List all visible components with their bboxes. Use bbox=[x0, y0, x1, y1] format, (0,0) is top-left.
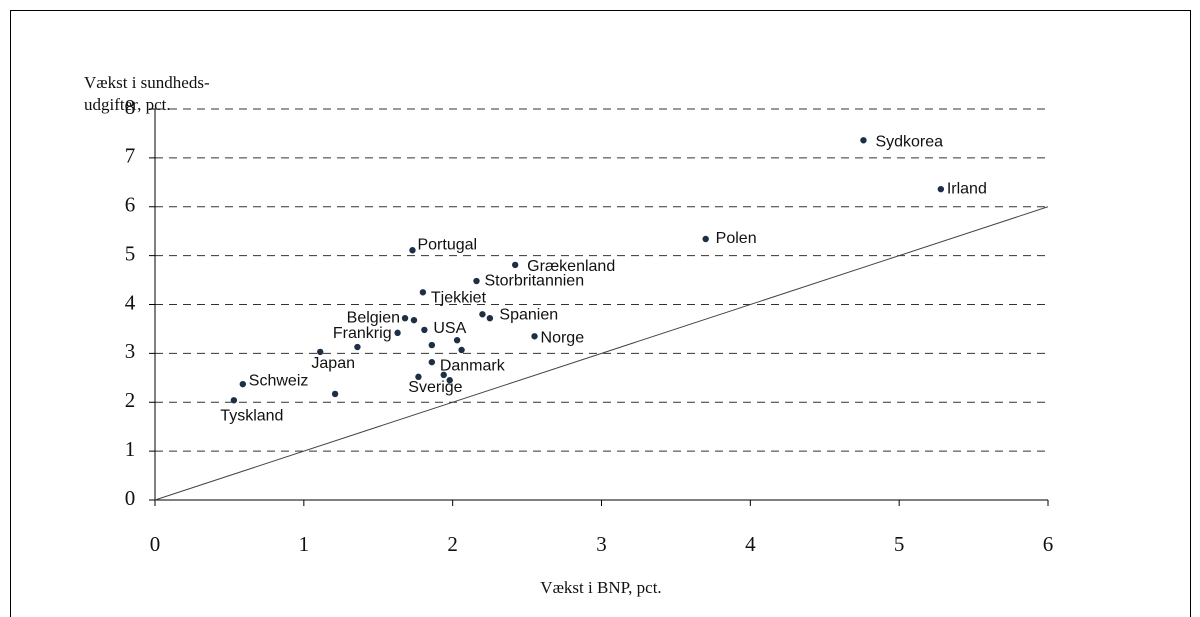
point bbox=[473, 277, 480, 285]
point bbox=[453, 336, 461, 344]
point bbox=[428, 341, 436, 349]
point bbox=[317, 348, 324, 356]
point bbox=[409, 247, 416, 254]
y-axis-title: Vækst i sundheds- bbox=[84, 73, 210, 92]
point-label: Danmark bbox=[440, 357, 506, 374]
point bbox=[440, 371, 447, 379]
point-label: Norge bbox=[541, 329, 585, 346]
point bbox=[937, 185, 945, 193]
point bbox=[421, 326, 428, 334]
point-label: Spanien bbox=[499, 306, 558, 323]
point bbox=[458, 346, 465, 354]
point bbox=[860, 137, 867, 144]
point-label: USA bbox=[433, 320, 466, 337]
x-tick-label: 5 bbox=[894, 532, 905, 556]
point bbox=[394, 329, 401, 337]
y-tick-label: 3 bbox=[125, 339, 136, 363]
reference-line bbox=[154, 206, 1049, 501]
x-tick-label: 3 bbox=[596, 532, 607, 556]
point bbox=[446, 377, 453, 384]
y-axis-title: udgifter, pct. bbox=[84, 95, 171, 114]
x-tick-label: 4 bbox=[745, 532, 756, 556]
point bbox=[230, 397, 238, 404]
point bbox=[354, 343, 361, 351]
y-tick-label: 2 bbox=[125, 388, 136, 412]
point-label: Schweiz bbox=[249, 372, 309, 389]
point bbox=[428, 358, 436, 366]
point-label: Grækenland bbox=[527, 258, 615, 275]
point-label: Tjekkiet bbox=[431, 290, 487, 307]
point bbox=[479, 311, 486, 318]
y-tick-label: 5 bbox=[125, 241, 136, 265]
y-tick-label: 7 bbox=[125, 144, 136, 168]
point bbox=[415, 373, 422, 381]
x-tick-label: 2 bbox=[447, 532, 458, 556]
point-label: Irland bbox=[947, 180, 987, 197]
point bbox=[511, 261, 519, 269]
x-tick-label: 0 bbox=[150, 532, 161, 556]
point bbox=[410, 316, 418, 324]
point bbox=[486, 314, 494, 322]
y-tick-label: 0 bbox=[125, 486, 136, 510]
point-label: Portugal bbox=[417, 236, 477, 253]
point-label: Tyskland bbox=[220, 408, 283, 425]
point-label: Storbritannien bbox=[484, 272, 584, 289]
point bbox=[419, 289, 427, 296]
point bbox=[331, 390, 339, 398]
x-tick-label: 1 bbox=[299, 532, 310, 556]
point bbox=[239, 380, 247, 388]
point bbox=[401, 314, 409, 322]
y-tick-label: 4 bbox=[125, 290, 136, 314]
frame bbox=[10, 10, 1191, 617]
y-tick-label: 6 bbox=[125, 193, 136, 217]
point-label: Polen bbox=[716, 230, 757, 247]
x-tick-label: 6 bbox=[1043, 532, 1054, 556]
point-label: Sydkorea bbox=[875, 133, 943, 150]
point bbox=[531, 333, 538, 340]
point-label: Sverige bbox=[408, 379, 462, 396]
point-label: Belgien bbox=[347, 309, 400, 326]
point-label: Japan bbox=[311, 355, 355, 372]
x-axis-title: Vækst i BNP, pct. bbox=[540, 578, 661, 597]
y-tick-label: 8 bbox=[125, 95, 136, 119]
y-tick-label: 1 bbox=[125, 437, 136, 461]
point-label: Frankrig bbox=[333, 325, 392, 342]
point bbox=[702, 235, 709, 243]
